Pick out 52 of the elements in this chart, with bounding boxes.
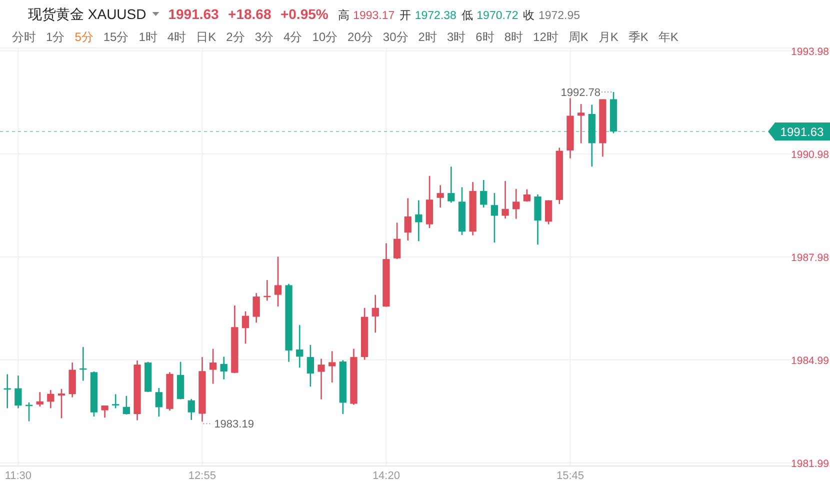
- candlestick: [490, 192, 498, 244]
- annotation: 1983.19: [214, 418, 254, 431]
- candlestick: [101, 404, 108, 418]
- candlestick: [296, 324, 304, 368]
- y-tick-label: 1987.98: [791, 252, 830, 264]
- candlestick: [36, 391, 44, 408]
- x-tick-label: 14:20: [372, 470, 400, 482]
- candlestick: [372, 294, 379, 334]
- chart-title: 现货黄金 XAUUSD: [28, 6, 146, 22]
- candlestick: [577, 103, 585, 144]
- x-tick-label: 11:30: [4, 470, 32, 482]
- candlestick: [415, 200, 422, 242]
- candlestick: [209, 348, 217, 384]
- annotation: 1992.78: [560, 87, 601, 99]
- candlestick: [252, 292, 260, 324]
- candlestick: [188, 398, 195, 421]
- candlestick: [306, 344, 314, 388]
- candlestick: [47, 389, 54, 409]
- candlestick: [404, 198, 412, 242]
- candlestick: [544, 200, 552, 225]
- text: 分时 1分 5分 15分 1时 4时 日K 2分 3分 4分 10分 20分 30分 2时 3时 6时 8时 12时 周K 月K 季K 年K: [12, 30, 678, 44]
- text: 低 1970.72: [461, 9, 518, 22]
- candlestick: [480, 179, 488, 208]
- candlestick: [523, 188, 530, 202]
- y-tick-label: 1984.99: [791, 354, 830, 367]
- y-tick-label: 1990.98: [791, 148, 830, 161]
- candlestick: [112, 394, 120, 409]
- x-tick-label: 15:45: [556, 470, 584, 482]
- text: 收 1972.95: [523, 9, 580, 22]
- x-tick-label: 12:55: [188, 470, 216, 482]
- candlestick: [274, 256, 282, 308]
- candlestick: [122, 395, 130, 416]
- text: +18.68: [228, 6, 272, 22]
- y-tick-label: 1981.99: [791, 458, 830, 470]
- candlestick: [318, 358, 325, 400]
- candlestick: [328, 350, 336, 384]
- candlestick: [393, 222, 401, 260]
- candlestick: [502, 180, 509, 220]
- text: 高 1993.17: [338, 8, 395, 22]
- candlestick: [58, 388, 66, 419]
- candlestick: [155, 387, 162, 418]
- text: +0.95%: [280, 6, 329, 22]
- text: 1991.63: [168, 6, 220, 22]
- candlestick: [242, 310, 250, 344]
- candlestick: [448, 166, 455, 204]
- candlestick: [436, 184, 444, 208]
- y-tick-label: 1993.98: [791, 46, 830, 58]
- ref-line-label: 1991.63: [780, 125, 824, 140]
- candlestick: [512, 188, 520, 220]
- candlestick: [14, 374, 22, 409]
- text: 开 1972.38: [400, 9, 456, 22]
- candlestick: [220, 356, 228, 380]
